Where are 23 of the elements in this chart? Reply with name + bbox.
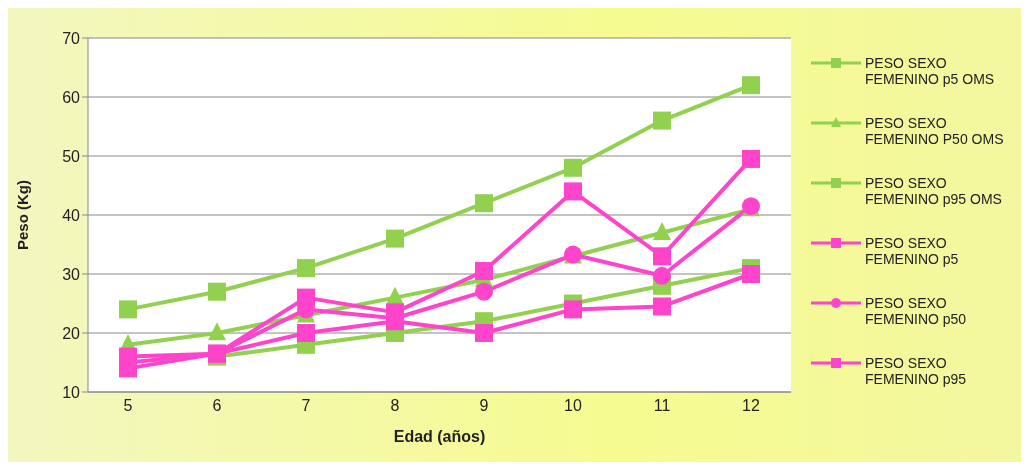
legend-label: PESO SEXO FEMENINO P50 OMS bbox=[865, 115, 1005, 147]
x-tick-label: 8 bbox=[390, 397, 400, 415]
y-tick-label: 40 bbox=[62, 206, 81, 224]
x-tick-label: 11 bbox=[653, 397, 671, 415]
y-axis-title: Peso (Kg) bbox=[14, 179, 32, 251]
x-tick-label: 5 bbox=[123, 397, 133, 415]
legend-label: PESO SEXO FEMENINO p95 bbox=[865, 355, 968, 387]
x-tick-label: 6 bbox=[212, 397, 222, 415]
y-tick-label: 30 bbox=[62, 265, 81, 283]
x-axis-title: Edad (años) bbox=[393, 428, 486, 445]
y-tick-label: 20 bbox=[62, 324, 81, 342]
legend-label: PESO SEXO FEMENINO p95 OMS bbox=[865, 175, 1003, 207]
y-tick-label: 70 bbox=[62, 29, 81, 47]
legend-label: PESO SEXO FEMENINO p5 OMS bbox=[865, 55, 996, 87]
legend-label: PESO SEXO FEMENINO p5 bbox=[865, 235, 960, 267]
y-tick-label: 60 bbox=[62, 88, 81, 106]
x-tick-label: 9 bbox=[479, 397, 489, 415]
x-tick-label: 10 bbox=[564, 397, 582, 415]
x-tick-label: 12 bbox=[742, 397, 760, 415]
x-tick-label: 7 bbox=[301, 397, 311, 415]
y-tick-label: 10 bbox=[62, 383, 81, 401]
legend-label: PESO SEXO FEMENINO p50 bbox=[865, 295, 968, 327]
y-tick-label: 50 bbox=[62, 147, 81, 165]
